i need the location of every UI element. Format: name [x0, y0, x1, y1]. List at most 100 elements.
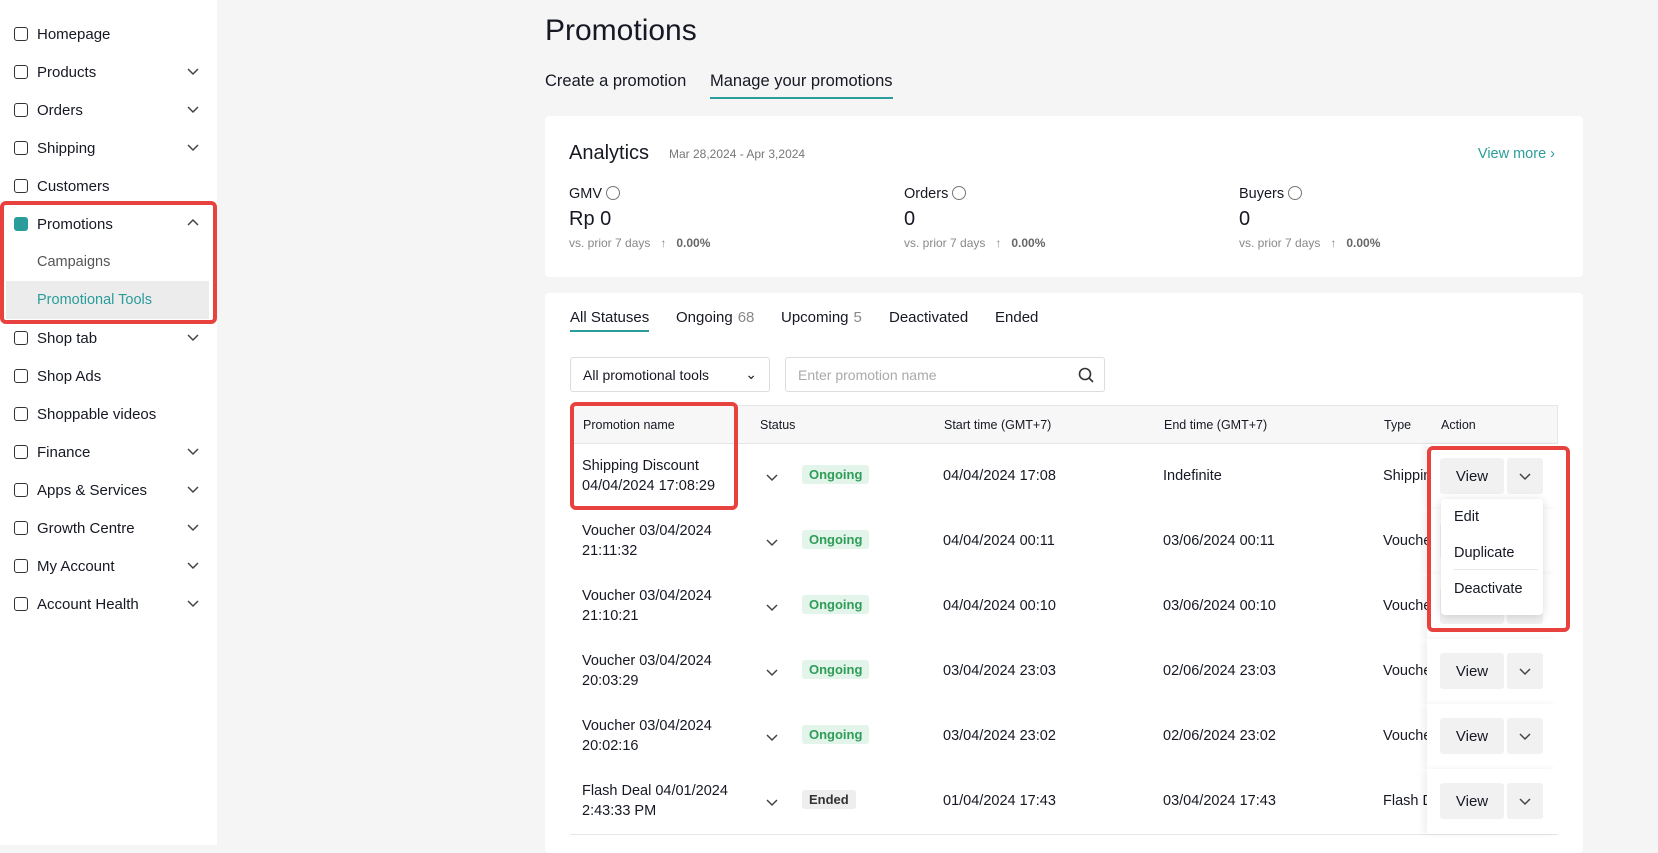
compare-text: vs. prior 7 days	[904, 236, 986, 250]
chevron[interactable]	[766, 601, 778, 613]
tab-bar: Create a promotion Manage your promotions	[545, 72, 1145, 102]
table-header: Promotion name Status Start time (GMT+7) En…	[570, 405, 1558, 444]
menu-item[interactable]: Duplicate	[1454, 545, 1538, 570]
status-badge: Ongoing	[802, 725, 870, 744]
nav-subitem[interactable]: Campaigns	[37, 254, 111, 270]
nav-item[interactable]: Growth Centre	[0, 509, 217, 547]
search-input[interactable]: Enter promotion name	[785, 357, 1105, 392]
nav-item[interactable]: Shipping	[0, 129, 217, 167]
status-tab[interactable]: Upcoming 5	[781, 309, 862, 330]
view-button[interactable]: View	[1440, 718, 1504, 754]
nav-label: Growth Centre	[37, 519, 135, 537]
nav-label: Homepage	[37, 25, 111, 43]
nav-label: Shipping	[37, 139, 96, 157]
promotion-name: Flash Deal 04/01/2024 2:43:33 PM	[582, 783, 728, 819]
status-tab-count: 68	[737, 309, 755, 326]
status-tab-label: All Statuses	[570, 309, 650, 326]
view-button[interactable]: View	[1440, 783, 1504, 819]
end-time: Indefinite	[1163, 468, 1222, 484]
nav-icon	[14, 559, 28, 573]
arrow: ↑	[660, 236, 667, 250]
nav-item[interactable]: My Account	[0, 547, 217, 585]
chevron	[187, 106, 199, 114]
chevron	[187, 448, 199, 456]
nav-icon	[14, 217, 28, 231]
chevron	[187, 562, 199, 570]
nav-item[interactable]: Customers	[0, 167, 217, 205]
nav-icon	[14, 521, 28, 535]
metric-value: 0	[1239, 208, 1251, 230]
status-tab-label: Ended	[995, 309, 1039, 326]
chevron	[1519, 733, 1531, 741]
nav-item[interactable]: Shop tab	[0, 319, 217, 357]
metric-name: GMV	[569, 186, 603, 202]
metric-label: Buyers	[1239, 186, 1303, 202]
chevron	[187, 334, 199, 342]
action-cell: View	[1427, 444, 1558, 509]
chevron	[1519, 473, 1531, 481]
nav-label: Promotions	[37, 215, 113, 233]
status-tab[interactable]: Ongoing 68	[676, 309, 754, 330]
more-button[interactable]	[1507, 653, 1543, 689]
type: Voucher	[1383, 728, 1437, 744]
nav-item[interactable]: Account Health	[0, 585, 217, 623]
column-header: Promotion name	[583, 418, 675, 432]
metric-label: Orders	[904, 186, 967, 202]
more-button[interactable]	[1507, 783, 1543, 819]
status-tab[interactable]: Ended	[995, 309, 1038, 330]
chevron[interactable]	[766, 796, 778, 808]
status-tab-count: 5	[853, 309, 862, 326]
select-chevron: ⌄	[745, 366, 757, 382]
start-time: 01/04/2024 17:43	[943, 793, 1056, 809]
nav-item[interactable]: Products	[0, 53, 217, 91]
view-button[interactable]: View	[1440, 653, 1504, 689]
metric-value: 0	[904, 208, 916, 230]
status-tab[interactable]: All Statuses	[570, 309, 650, 332]
help-icon	[606, 186, 621, 200]
view-button[interactable]: View	[1440, 458, 1504, 494]
more-button[interactable]	[1507, 458, 1543, 494]
nav-item[interactable]: Homepage	[0, 15, 217, 53]
status-tab[interactable]: Deactivated	[889, 309, 968, 330]
end-time: 02/06/2024 23:03	[1163, 663, 1276, 679]
nav-item[interactable]: Promotions	[0, 205, 217, 243]
table-row: Voucher 03/04/2024 21:11:32 Ongoing 04/04/…	[570, 509, 1558, 575]
arrow: ↑	[1330, 236, 1337, 250]
chevron[interactable]	[766, 731, 778, 743]
more-button[interactable]	[1507, 718, 1543, 754]
nav-label: Account Health	[37, 595, 139, 613]
status-badge: Ongoing	[802, 660, 870, 679]
column-header: Start time (GMT+7)	[944, 418, 1052, 432]
view-more-link[interactable]: View more ›	[1477, 146, 1555, 162]
table-row: Flash Deal 04/01/2024 2:43:33 PM Ended 01/…	[570, 769, 1558, 835]
menu-item[interactable]: Deactivate	[1454, 581, 1523, 597]
promotion-name: Voucher 03/04/2024 21:10:21	[582, 588, 712, 624]
chevron	[187, 600, 199, 608]
column-header: End time (GMT+7)	[1164, 418, 1268, 432]
start-time: 03/04/2024 23:02	[943, 728, 1056, 744]
menu-item[interactable]: Edit	[1454, 509, 1479, 525]
nav-item[interactable]: Apps & Services	[0, 471, 217, 509]
chevron[interactable]	[766, 536, 778, 548]
start-time: 04/04/2024 00:11	[943, 533, 1055, 549]
status-tab-label: Deactivated	[889, 309, 969, 326]
tab[interactable]: Create a promotion	[545, 72, 687, 90]
promotion-name: Voucher 03/04/2024 20:02:16	[582, 718, 712, 754]
chevron[interactable]	[766, 471, 778, 483]
nav-item[interactable]: Shop Ads	[0, 357, 217, 395]
chevron[interactable]	[766, 666, 778, 678]
metric-compare: vs. prior 7 days ↑ 0.00%	[569, 236, 710, 250]
nav-subitem[interactable]: Promotional Tools	[6, 281, 209, 319]
metric-compare: vs. prior 7 days ↑ 0.00%	[904, 236, 1045, 250]
tab[interactable]: Manage your promotions	[710, 72, 893, 99]
column-header: Action	[1441, 418, 1476, 432]
nav-item[interactable]: Shoppable videos	[0, 395, 217, 433]
type: Voucher	[1383, 533, 1437, 549]
start-time: 03/04/2024 23:03	[943, 663, 1056, 679]
chevron	[187, 144, 199, 152]
tool-select[interactable]: All promotional tools ⌄	[570, 357, 770, 392]
nav-item[interactable]: Finance	[0, 433, 217, 471]
nav-item[interactable]: Orders	[0, 91, 217, 129]
change: 0.00%	[1346, 236, 1381, 250]
help-icon	[1288, 186, 1303, 200]
